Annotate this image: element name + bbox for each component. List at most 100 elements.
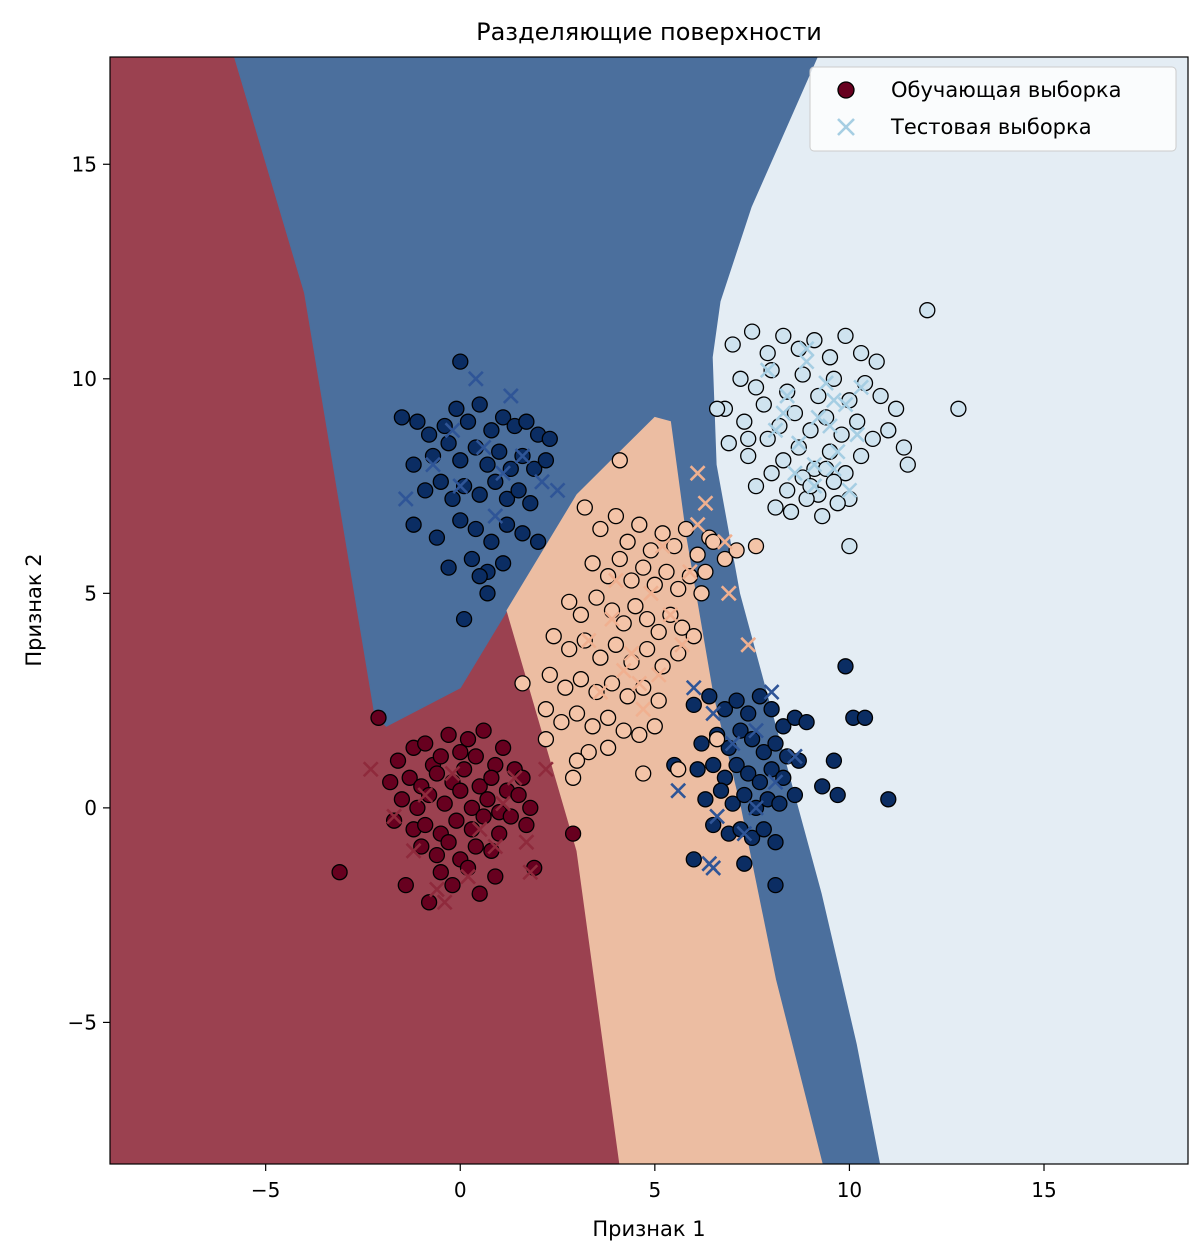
test-point-class-1 (670, 782, 687, 799)
train-point-class-1 (498, 490, 516, 508)
scatter-markers (331, 302, 967, 911)
test-point-class-2 (580, 632, 597, 649)
y-tick-label: −5 (68, 1010, 97, 1034)
test-point-class-1 (705, 860, 722, 876)
train-point-class-1 (428, 529, 446, 546)
legend: Обучающая выборка Тестовая выборка (809, 66, 1177, 152)
train-point-class-1 (483, 533, 500, 550)
train-point-class-2 (599, 568, 617, 585)
test-point-class-2 (681, 563, 698, 580)
train-point-class-1 (444, 490, 461, 508)
train-point-class-3 (736, 413, 753, 430)
test-point-class-0 (417, 787, 434, 803)
train-point-class-0 (370, 709, 387, 726)
train-point-class-0 (491, 825, 508, 842)
train-point-class-3 (864, 430, 881, 448)
train-point-class-3 (782, 503, 800, 520)
y-tick-label: 0 (84, 796, 97, 820)
train-point-class-2 (557, 679, 574, 696)
train-point-class-2 (635, 559, 652, 576)
train-point-class-2 (666, 537, 683, 555)
train-point-class-1 (498, 516, 516, 533)
train-point-class-2 (638, 610, 656, 628)
train-point-class-1 (697, 791, 714, 808)
x-tick-label: 5 (648, 1178, 661, 1202)
train-point-class-2 (642, 542, 660, 559)
train-point-class-3 (849, 413, 866, 430)
train-point-class-0 (564, 825, 582, 842)
train-point-class-1 (767, 735, 784, 752)
test-point-class-0 (487, 838, 504, 855)
train-point-class-0 (444, 876, 461, 894)
decision-regions (110, 57, 1188, 1164)
train-point-class-1 (775, 718, 792, 735)
legend-marker-train (837, 81, 855, 99)
train-point-class-2 (635, 765, 652, 782)
train-point-class-1 (763, 701, 780, 718)
test-point-class-0 (428, 881, 445, 898)
train-point-class-2 (619, 688, 636, 705)
test-point-class-2 (716, 533, 733, 550)
train-point-class-3 (763, 362, 780, 379)
plot-area (110, 57, 1188, 1164)
test-point-class-0 (537, 761, 554, 778)
train-point-class-3 (779, 482, 796, 499)
train-point-class-2 (584, 555, 601, 572)
test-point-class-3 (790, 435, 807, 452)
train-point-class-2 (685, 628, 702, 645)
test-point-class-0 (436, 894, 453, 911)
train-point-class-0 (393, 791, 411, 808)
test-point-class-0 (405, 842, 422, 859)
train-point-class-3 (919, 302, 936, 319)
train-point-class-2 (646, 718, 663, 735)
train-point-class-2 (603, 602, 621, 619)
train-point-class-3 (794, 366, 811, 383)
x-tick-label: 10 (837, 1178, 862, 1202)
test-point-class-0 (506, 769, 523, 786)
train-point-class-1 (856, 709, 874, 726)
train-point-class-1 (701, 688, 718, 705)
x-tick-label: 0 (454, 1178, 467, 1202)
test-point-class-3 (825, 392, 842, 409)
test-point-class-0 (471, 821, 488, 838)
test-point-class-1 (685, 679, 702, 696)
train-point-class-0 (409, 799, 426, 817)
y-axis-label: Признак 2 (22, 553, 46, 666)
test-point-class-2 (689, 516, 706, 533)
train-point-class-3 (759, 344, 776, 362)
train-point-class-2 (619, 533, 636, 550)
legend-label-test: Тестовая выборка (890, 115, 1092, 139)
train-point-class-2 (670, 645, 687, 662)
train-point-class-3 (852, 447, 870, 465)
y-tick-label: 10 (72, 367, 97, 391)
train-point-class-1 (685, 696, 702, 714)
train-point-class-2 (697, 563, 714, 581)
train-point-class-3 (790, 439, 807, 456)
train-point-class-0 (494, 739, 512, 756)
train-point-class-1 (736, 786, 753, 804)
train-point-class-0 (479, 791, 496, 808)
train-point-class-3 (950, 400, 967, 417)
train-point-class-3 (899, 456, 916, 473)
train-point-class-2 (705, 533, 722, 550)
test-point-class-2 (740, 636, 757, 653)
train-point-class-0 (483, 769, 500, 786)
test-point-class-2 (643, 585, 659, 602)
train-point-class-1 (825, 752, 843, 769)
y-axis-ticks: −5 0 5 10 15 (68, 152, 110, 1034)
train-point-class-1 (424, 447, 442, 465)
train-point-class-1 (728, 756, 745, 774)
train-point-class-2 (615, 615, 632, 632)
train-point-class-1 (786, 786, 804, 804)
test-point-class-1 (425, 456, 441, 473)
train-point-class-2 (611, 452, 628, 469)
test-point-class-2 (662, 606, 679, 623)
train-point-class-1 (448, 400, 465, 417)
train-point-class-0 (514, 769, 531, 786)
train-point-class-2 (576, 499, 593, 516)
train-point-class-3 (821, 349, 839, 366)
train-point-class-2 (670, 761, 687, 778)
train-point-class-3 (810, 387, 827, 405)
train-point-class-3 (790, 340, 807, 357)
train-point-class-2 (650, 692, 667, 709)
